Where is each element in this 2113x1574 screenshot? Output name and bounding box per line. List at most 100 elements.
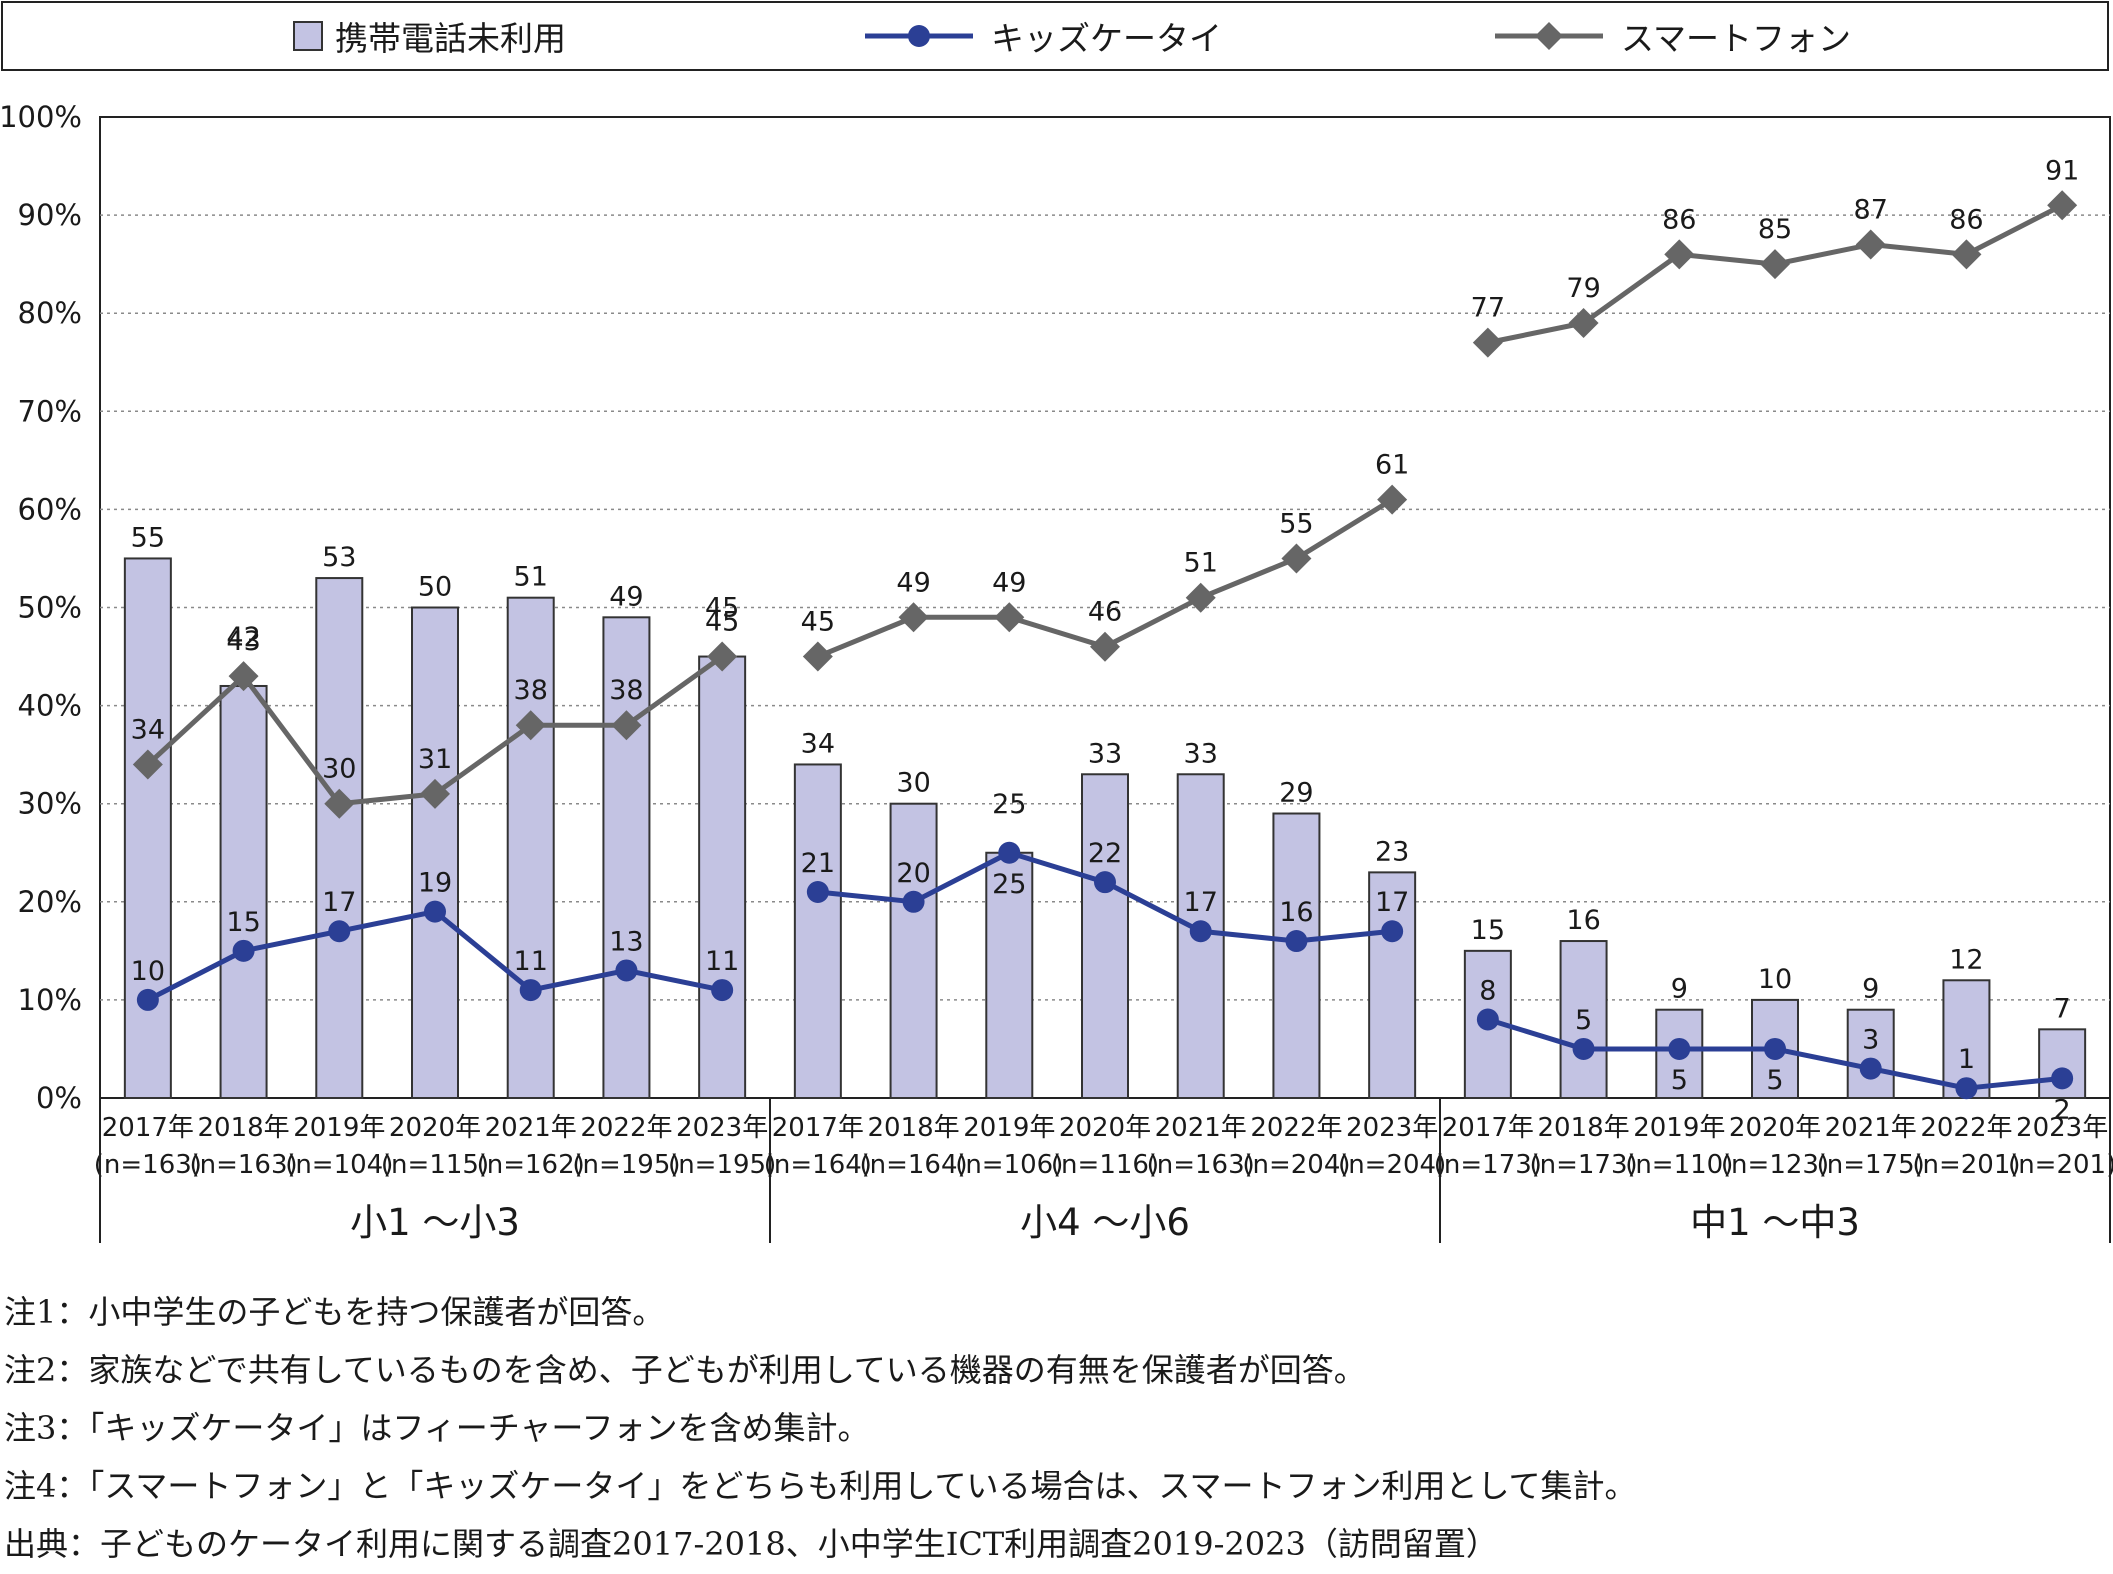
- kids-phone-marker: [615, 959, 638, 982]
- x-sample-size-label: (n=195): [668, 1150, 776, 1180]
- kids-phone-value-label: 11: [514, 946, 548, 977]
- smartphone-marker: [1185, 582, 1216, 613]
- kids-phone-value-label: 25: [992, 869, 1026, 900]
- kids-phone-marker: [1285, 930, 1308, 953]
- legend-smartphone-label: スマートフォン: [1621, 19, 1852, 58]
- no-phone-bar: [315, 577, 364, 1099]
- y-tick-label: 80%: [18, 296, 82, 330]
- x-category-label: 2017年: [102, 1113, 194, 1143]
- kids-phone-marker: [232, 939, 255, 962]
- no-phone-value-label: 9: [1671, 974, 1688, 1005]
- no-phone-bar: [602, 616, 651, 1099]
- kids-phone-marker: [902, 890, 925, 913]
- legend-kids-label: キッズケータイ: [991, 19, 1222, 58]
- y-tick-label: 30%: [18, 787, 82, 821]
- kids-phone-marker: [1859, 1057, 1882, 1080]
- x-category-label: 2017年: [1442, 1113, 1534, 1143]
- kids-phone-marker: [1189, 920, 1212, 943]
- y-tick-label: 70%: [18, 394, 82, 428]
- kids-phone-value-label: 1: [1958, 1044, 1975, 1075]
- legend-item-smartphone: スマートフォン: [1493, 3, 1851, 69]
- x-category-label: 2022年: [1250, 1113, 1342, 1143]
- kids-phone-marker: [1476, 1008, 1499, 1031]
- smartphone-marker: [1855, 229, 1886, 260]
- kids-phone-value-label: 5: [1766, 1065, 1783, 1096]
- kids-phone-marker: [1094, 871, 1116, 894]
- x-sample-size-label: (n=175): [1817, 1150, 1925, 1180]
- no-phone-value-label: 51: [514, 562, 548, 593]
- notes-block: 注1：小中学生の子どもを持つ保護者が回答。 注2：家族などで共有しているものを含…: [4, 1283, 2104, 1573]
- kids-phone-value-label: 17: [1375, 887, 1409, 918]
- smartphone-value-label: 91: [2045, 155, 2079, 186]
- x-sample-size-label: (n=163): [1147, 1150, 1255, 1180]
- kids-phone-value-label: 2: [2054, 1094, 2071, 1125]
- note-1: 注1：小中学生の子どもを持つ保護者が回答。: [4, 1293, 665, 1331]
- smartphone-value-label: 86: [1949, 204, 1983, 235]
- smartphone-marker: [1760, 249, 1790, 280]
- kids-phone-value-label: 10: [131, 956, 165, 987]
- x-sample-size-label: (n=106): [955, 1150, 1063, 1180]
- x-category-label: 2019年: [293, 1113, 385, 1143]
- smartphone-marker: [1951, 239, 1982, 270]
- no-phone-value-label: 33: [1184, 738, 1218, 769]
- kids-phone-marker: [328, 920, 351, 943]
- kids-phone-value-label: 16: [1279, 897, 1313, 928]
- no-phone-bar: [219, 684, 268, 1099]
- no-phone-value-label: 53: [322, 542, 356, 573]
- group-label: 中1 ～中3: [1690, 1201, 1860, 1244]
- no-phone-value-label: 45: [705, 593, 739, 624]
- no-phone-value-label: 12: [1949, 944, 1983, 975]
- smartphone-value-label: 46: [1088, 597, 1122, 628]
- x-sample-size-label: (n=164): [859, 1150, 967, 1180]
- no-phone-value-label: 15: [1471, 915, 1505, 946]
- x-sample-size-label: (n=104): [285, 1150, 393, 1180]
- x-sample-size-label: (n=163): [94, 1150, 202, 1180]
- x-category-label: 2021年: [485, 1113, 577, 1143]
- legend-smartphone-line-icon: [1495, 22, 1603, 50]
- kids-phone-marker: [2051, 1067, 2074, 1090]
- no-phone-value-label: 10: [1758, 964, 1792, 995]
- kids-phone-value-label: 8: [1479, 976, 1496, 1007]
- legend-item-no-phone: 携帯電話未利用: [293, 3, 566, 69]
- smartphone-marker: [802, 641, 833, 672]
- kids-phone-marker: [136, 988, 159, 1011]
- y-tick-label: 50%: [18, 591, 82, 625]
- smartphone-value-label: 55: [1279, 508, 1313, 539]
- x-sample-size-label: (n=123): [1721, 1150, 1829, 1180]
- kids-phone-value-label: 20: [896, 858, 930, 889]
- no-phone-value-label: 50: [418, 572, 452, 603]
- x-category-label: 2023年: [2016, 1113, 2108, 1143]
- no-phone-bar: [985, 851, 1034, 1099]
- smartphone-value-label: 30: [322, 754, 356, 785]
- x-category-label: 2021年: [1825, 1113, 1917, 1143]
- no-phone-value-label: 33: [1088, 738, 1122, 769]
- kids-phone-marker: [806, 880, 829, 903]
- legend-item-kids-phone: キッズケータイ: [863, 3, 1222, 69]
- source-note: 出典：子どものケータイ利用に関する調査2017-2018、小中学生ICT利用調査…: [4, 1525, 1498, 1563]
- smartphone-marker: [1281, 543, 1312, 574]
- no-phone-bar: [793, 763, 842, 1100]
- smartphone-marker: [2047, 190, 2078, 221]
- no-phone-bar: [506, 596, 555, 1099]
- group-label: 小1 ～小3: [350, 1201, 520, 1244]
- chart-legend: 携帯電話未利用 キッズケータイ スマートフォン: [1, 1, 2109, 71]
- no-phone-bar: [1846, 1008, 1895, 1100]
- kids-phone-value-label: 3: [1862, 1025, 1879, 1056]
- smartphone-marker: [132, 749, 163, 780]
- x-sample-size-label: (n=116): [1051, 1150, 1159, 1180]
- kids-phone-value-label: 17: [1184, 887, 1218, 918]
- smartphone-marker: [1568, 308, 1599, 339]
- smartphone-marker: [898, 602, 929, 633]
- smartphone-value-label: 87: [1854, 195, 1888, 226]
- no-phone-value-label: 42: [226, 622, 260, 653]
- x-category-label: 2019年: [1633, 1113, 1725, 1143]
- smartphone-marker: [707, 641, 738, 672]
- smartphone-marker: [420, 778, 450, 809]
- x-category-label: 2020年: [389, 1113, 481, 1143]
- note-4: 注4：「スマートフォン」と「キッズケータイ」をどちらも利用している場合は、スマー…: [4, 1467, 1637, 1505]
- no-phone-bar: [698, 655, 747, 1099]
- kids-phone-value-label: 22: [1088, 838, 1122, 869]
- x-sample-size-label: (n=204): [1242, 1150, 1350, 1180]
- smartphone-marker: [324, 788, 355, 819]
- smartphone-marker: [515, 710, 546, 741]
